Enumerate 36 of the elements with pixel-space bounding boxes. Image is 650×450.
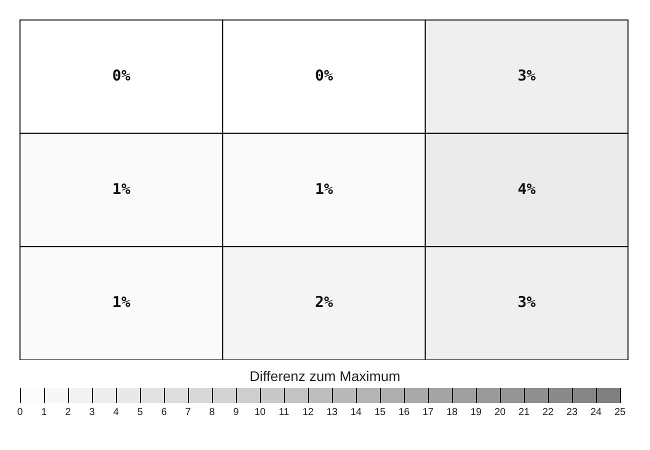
data-label: 0% xyxy=(314,66,334,85)
data-label: 3% xyxy=(518,293,536,312)
color-bar-label: 15 xyxy=(373,407,387,418)
color-bar-label: 17 xyxy=(421,407,435,418)
data-label: 3% xyxy=(518,66,536,85)
data-label: 1% xyxy=(314,180,334,198)
color-bar-label: 9 xyxy=(232,407,240,418)
color-bar-label: 0 xyxy=(16,407,24,418)
color-bar-label: 24 xyxy=(589,407,603,418)
color-bar-label: 1 xyxy=(40,407,48,418)
color-bar-label: 3 xyxy=(88,407,96,418)
color-bar-label: 12 xyxy=(301,407,315,418)
data-label: 2% xyxy=(314,293,334,312)
color-bar-label: 8 xyxy=(208,407,216,418)
color-bar-label: 19 xyxy=(469,407,483,418)
color-bar-label: 7 xyxy=(184,407,192,418)
data-label: 1% xyxy=(112,180,130,198)
color-bar-label: 21 xyxy=(517,407,531,418)
color-bar-label: 16 xyxy=(397,407,411,418)
color-bar-label: 5 xyxy=(136,407,144,418)
color-bar-label: 11 xyxy=(278,407,290,418)
color-bar-label: 23 xyxy=(565,407,579,418)
color-bar-label: 6 xyxy=(160,407,168,418)
data-label: 0% xyxy=(112,66,130,85)
data-label: 1% xyxy=(112,293,130,312)
color-bar-label: 20 xyxy=(493,407,507,418)
color-bar-label: 10 xyxy=(253,407,267,418)
color-bar-label: 22 xyxy=(541,407,555,418)
color-bar-label: 14 xyxy=(349,407,363,418)
data-label: 4% xyxy=(518,180,536,198)
color-bar-label: 2 xyxy=(64,407,72,418)
color-bar-label: 18 xyxy=(445,407,459,418)
color-bar-label: 4 xyxy=(112,407,120,418)
color-bar-label: 13 xyxy=(325,407,339,418)
color-bar-title: Differenz zum Maximum xyxy=(248,368,402,384)
color-bar-label: 25 xyxy=(613,407,627,418)
